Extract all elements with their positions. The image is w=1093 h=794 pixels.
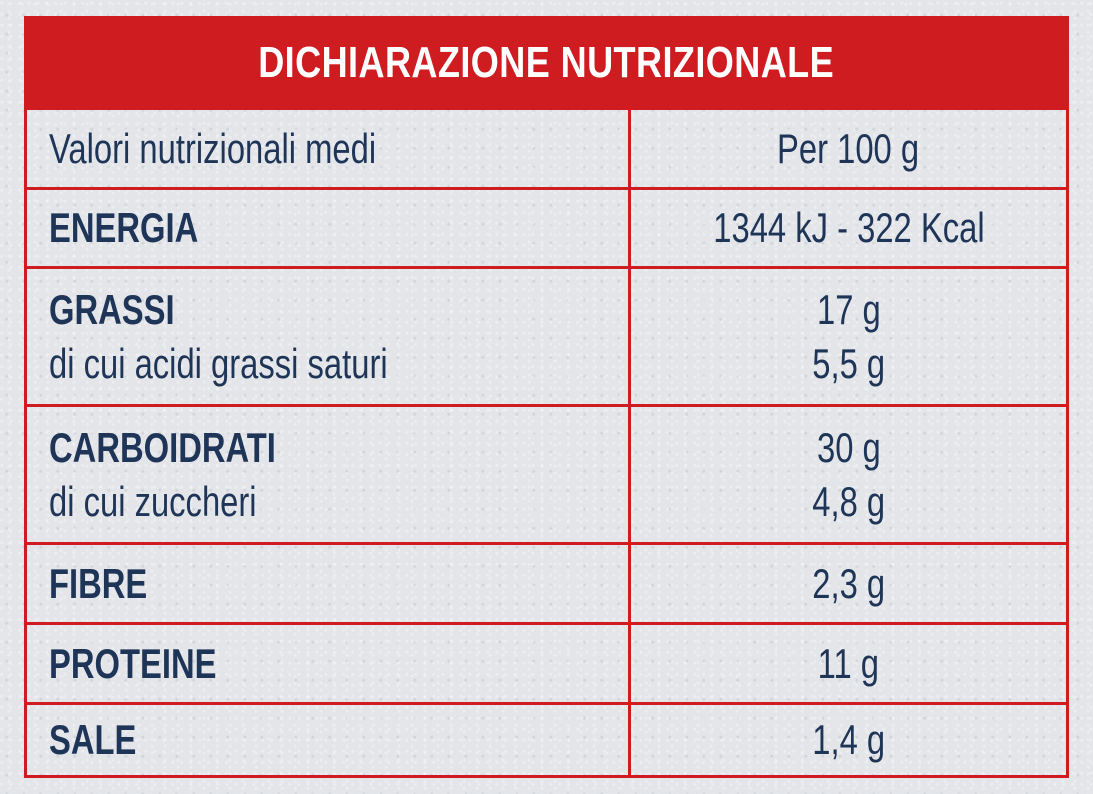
row-sublabel-text: di cui acidi grassi saturi <box>49 339 388 387</box>
row-value-text: 1,4 g <box>812 716 885 763</box>
row-value: 11 g <box>628 625 1066 702</box>
table-row-proteine: PROTEINE 11 g <box>27 622 1066 702</box>
row-value-text: 17 g <box>816 285 881 333</box>
row-label-text: PROTEINE <box>49 639 217 687</box>
row-label-text: ENERGIA <box>49 204 199 251</box>
row-value: 30 g 4,8 g <box>628 407 1066 542</box>
column-header-label: Valori nutrizionali medi <box>27 110 628 187</box>
row-label-text: SALE <box>49 716 137 763</box>
column-header-label-text: Valori nutrizionali medi <box>49 124 377 172</box>
row-label: GRASSI di cui acidi grassi saturi <box>27 269 628 404</box>
table-row-energia: ENERGIA 1344 kJ - 322 Kcal <box>27 187 1066 266</box>
row-label-text: GRASSI <box>49 285 175 333</box>
row-value-text: 2,3 g <box>812 559 885 607</box>
row-label: CARBOIDRATI di cui zuccheri <box>27 407 628 542</box>
row-label: ENERGIA <box>27 190 628 266</box>
row-value: 1,4 g <box>628 705 1066 775</box>
table-row-fibre: FIBRE 2,3 g <box>27 542 1066 622</box>
row-label: PROTEINE <box>27 625 628 702</box>
row-label: FIBRE <box>27 545 628 622</box>
column-header-value: Per 100 g <box>628 110 1066 187</box>
table-title-text: DICHIARAZIONE NUTRIZIONALE <box>258 38 835 87</box>
table-header-row: Valori nutrizionali medi Per 100 g <box>27 107 1066 187</box>
nutrition-table: DICHIARAZIONE NUTRIZIONALE Valori nutriz… <box>24 16 1069 778</box>
row-value: 17 g 5,5 g <box>628 269 1066 404</box>
table-row-sale: SALE 1,4 g <box>27 702 1066 775</box>
row-label-text: CARBOIDRATI <box>49 423 276 471</box>
row-value-text: 30 g <box>816 423 881 471</box>
row-subvalue-text: 5,5 g <box>812 339 885 387</box>
row-value: 2,3 g <box>628 545 1066 622</box>
table-title: DICHIARAZIONE NUTRIZIONALE <box>27 19 1066 107</box>
row-value-text: 1344 kJ - 322 Kcal <box>712 204 985 251</box>
row-sublabel-text: di cui zuccheri <box>49 477 257 525</box>
row-label-text: FIBRE <box>49 559 148 607</box>
row-value: 1344 kJ - 322 Kcal <box>628 190 1066 266</box>
table-row-grassi: GRASSI di cui acidi grassi saturi 17 g 5… <box>27 266 1066 404</box>
row-label: SALE <box>27 705 628 775</box>
row-subvalue-text: 4,8 g <box>812 477 885 525</box>
table-row-carboidrati: CARBOIDRATI di cui zuccheri 30 g 4,8 g <box>27 404 1066 542</box>
column-header-value-text: Per 100 g <box>777 124 920 172</box>
row-value-text: 11 g <box>817 639 880 687</box>
